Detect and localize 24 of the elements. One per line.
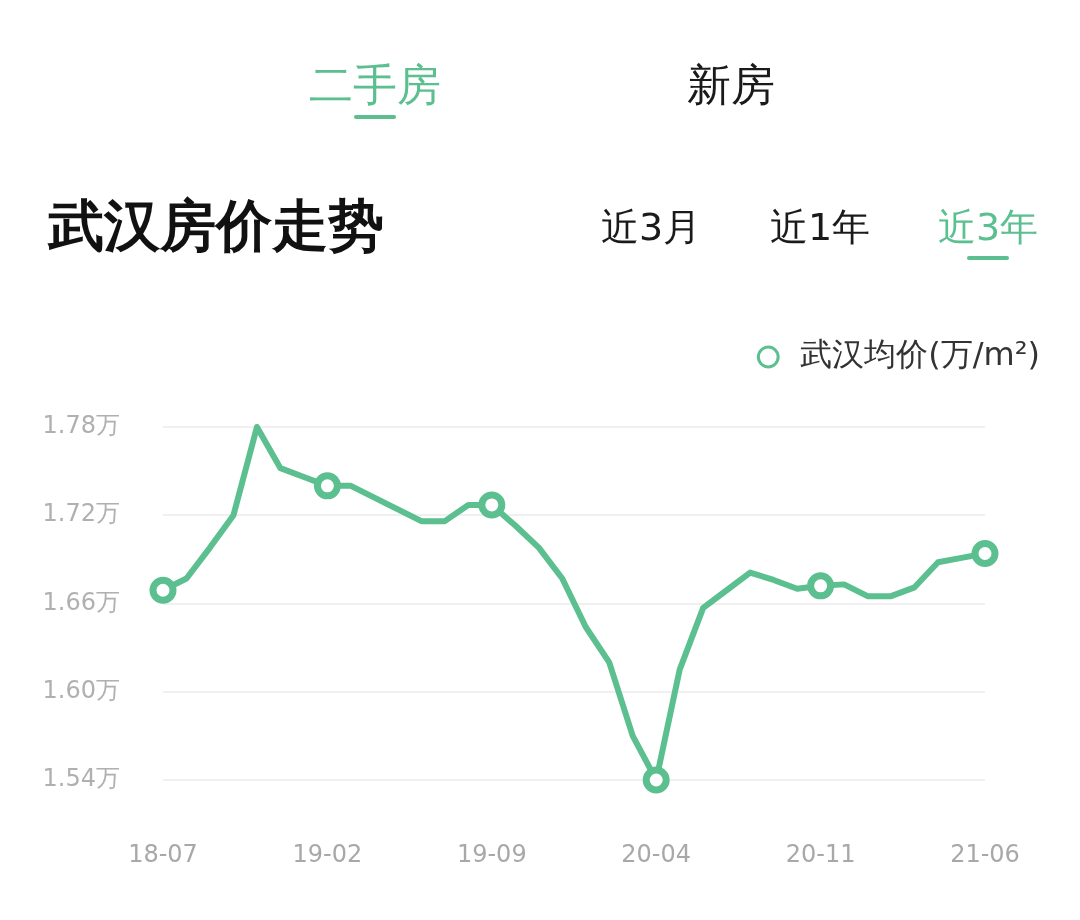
legend-label: 武汉均价(万/m²) <box>800 335 1040 374</box>
y-tick-label: 1.60万 <box>42 675 120 704</box>
y-tick-label: 1.66万 <box>42 587 120 616</box>
x-tick-label: 20-04 <box>621 839 692 868</box>
x-tick-label: 20-11 <box>785 839 856 868</box>
x-tick-label: 18-07 <box>128 839 198 868</box>
text: 近3年 <box>937 205 1039 251</box>
point <box>971 539 999 567</box>
point <box>478 491 506 519</box>
point <box>149 576 177 604</box>
y-tick-label: 1.78万 <box>42 411 120 440</box>
text: 二手房 <box>309 58 441 112</box>
x-tick-label: 19-02 <box>292 839 363 868</box>
point <box>642 766 670 794</box>
x-tick-label: 21-06 <box>950 839 1020 868</box>
y-tick-label: 1.54万 <box>42 764 120 793</box>
text: 近1年 <box>769 205 871 251</box>
point <box>313 472 341 500</box>
text: 近3月 <box>600 205 702 251</box>
chart-title: 武汉房价走势 <box>48 192 384 260</box>
y-tick-label: 1.72万 <box>42 499 120 528</box>
x-tick-label: 19-09 <box>456 839 527 868</box>
text: 新房 <box>687 58 775 112</box>
point <box>807 572 835 600</box>
